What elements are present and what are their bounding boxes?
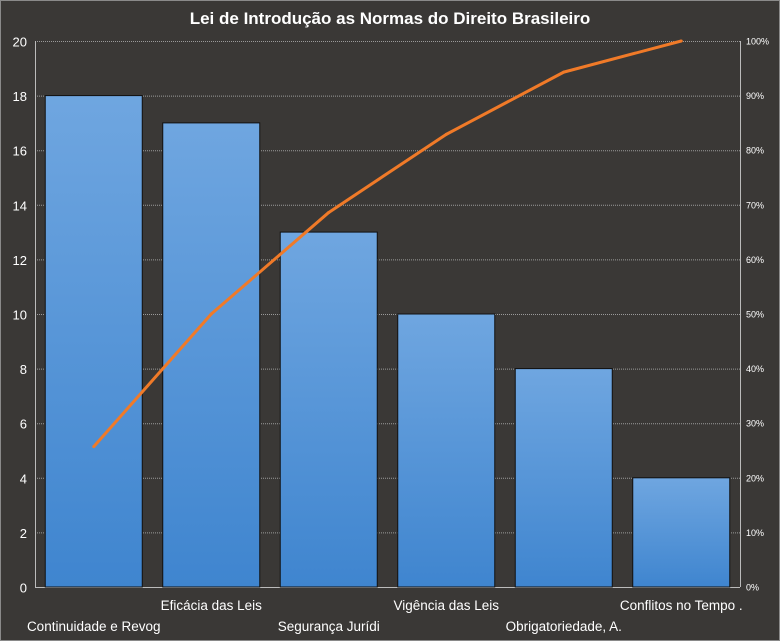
cumulative-point	[209, 312, 213, 316]
y2-axis-ticks: 0% 10% 20% 30% 40% 50% 60% 70% 80% 90% 100%	[746, 37, 769, 593]
bar	[279, 231, 378, 588]
x-tick-label: Continuidade e Revog	[27, 619, 161, 634]
y-tick-label: 14	[13, 198, 27, 213]
y-tick-label: 16	[13, 144, 27, 159]
y-tick-label: 18	[13, 89, 27, 104]
y-tick-label: 6	[20, 417, 27, 432]
cumulative-point	[327, 210, 331, 214]
x-tick-label: Conflitos no Tempo .	[620, 598, 743, 613]
cumulative-line	[92, 39, 683, 449]
y-tick-label: 8	[20, 362, 27, 377]
y2-tick-label: 80%	[746, 146, 764, 156]
cumulative-percent-line	[92, 39, 682, 448]
y2-tick-label: 30%	[746, 419, 764, 429]
cumulative-point	[679, 39, 683, 43]
x-tick-label: Vigência das Leis	[393, 598, 499, 613]
cumulative-point	[562, 70, 566, 74]
x-tick-label: Segurança Jurídi	[278, 619, 380, 634]
y-tick-label: 10	[13, 308, 27, 323]
y2-tick-label: 20%	[746, 473, 764, 483]
cumulative-point	[92, 445, 96, 449]
y2-tick-label: 70%	[746, 200, 764, 210]
y2-tick-label: 100%	[746, 37, 769, 47]
y-tick-label: 20	[13, 35, 27, 50]
bar	[397, 313, 496, 588]
bar	[162, 122, 261, 588]
y2-tick-label: 40%	[746, 364, 764, 374]
y-tick-label: 4	[20, 471, 27, 486]
y2-tick-label: 50%	[746, 310, 764, 320]
cumulative-point	[444, 132, 448, 136]
y2-tick-label: 60%	[746, 255, 764, 265]
y2-tick-label: 0%	[746, 583, 759, 593]
y-axis-ticks: 0 2 4 6 8 10 12 14 16 18 20	[13, 35, 27, 596]
gridlines	[35, 41, 741, 588]
bar	[44, 95, 143, 588]
bar	[514, 368, 613, 588]
bars	[44, 95, 731, 588]
bar	[632, 477, 731, 588]
y2-tick-label: 10%	[746, 528, 764, 538]
y-tick-label: 0	[20, 581, 27, 596]
x-tick-label: Obrigatoriedade, A.	[506, 619, 622, 634]
y-tick-label: 2	[20, 526, 27, 541]
y-tick-label: 12	[13, 253, 27, 268]
y2-tick-label: 90%	[746, 91, 764, 101]
x-tick-label: Eficácia das Leis	[161, 598, 263, 613]
chart-title: Lei de Introdução as Normas do Direito B…	[190, 9, 591, 28]
